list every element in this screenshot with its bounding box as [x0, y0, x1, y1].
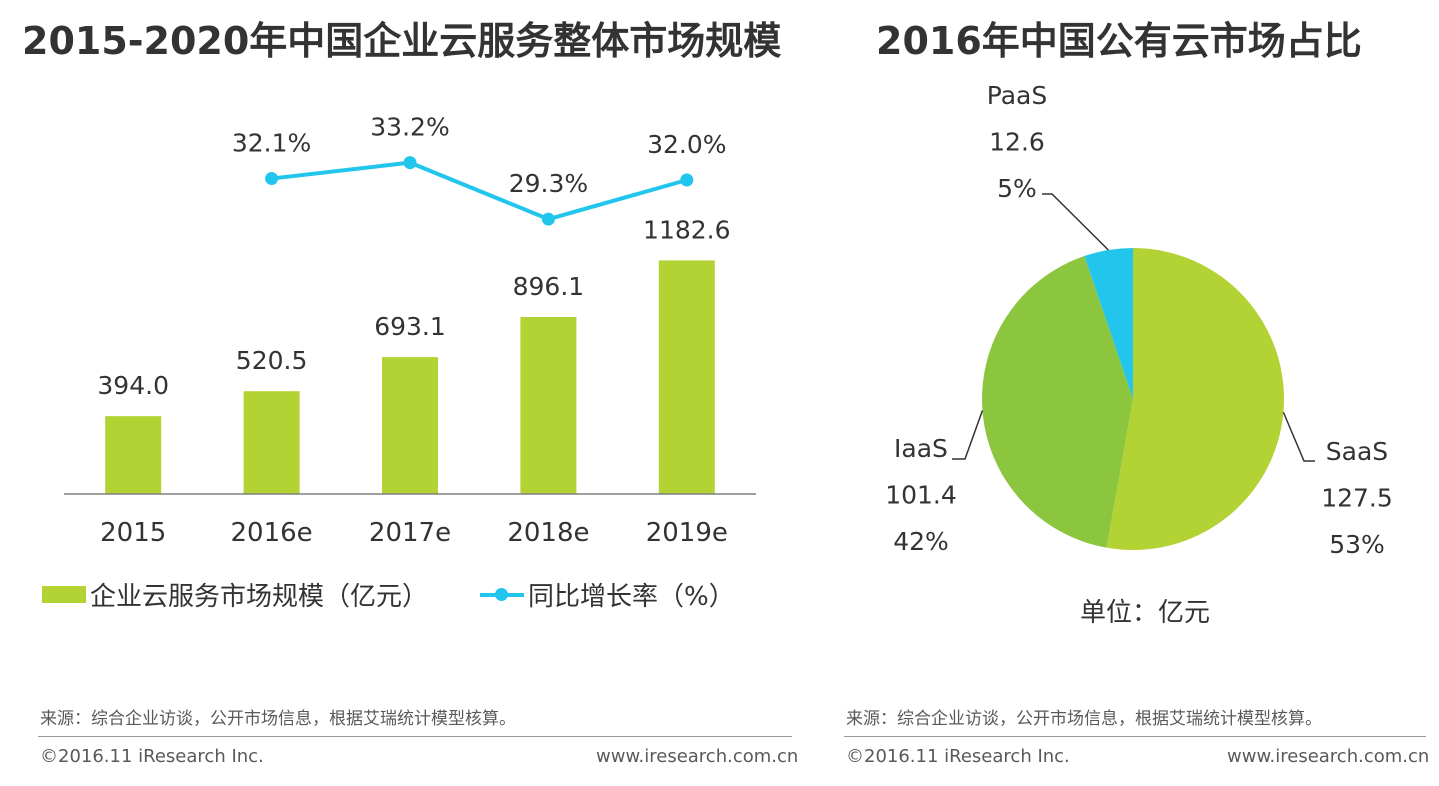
- bar-2015: [105, 416, 162, 494]
- growth-rate-point: [265, 172, 279, 186]
- x-tick-label: 2017e: [369, 518, 451, 548]
- x-tick-label: 2019e: [646, 518, 728, 548]
- legend-bar-swatch: [42, 586, 86, 603]
- x-tick-label: 2018e: [507, 518, 589, 548]
- growth-rate-label: 29.3%: [509, 169, 588, 198]
- pie-label-iaas: IaaS: [894, 434, 948, 463]
- bar-chart-title: 2015-2020年中国企业云服务整体市场规模: [22, 19, 782, 63]
- bar-2017e: [382, 357, 438, 494]
- growth-rate-point: [541, 212, 555, 226]
- bar-2018e: [520, 317, 577, 494]
- pie-label-saas: SaaS: [1326, 437, 1388, 466]
- pie-chart-title: 2016年中国公有云市场占比: [876, 19, 1362, 63]
- legend-line-item: 同比增长率（%）: [480, 576, 735, 613]
- left-copyright: ©2016.11 iResearch Inc.: [40, 746, 264, 767]
- bar-value-label: 394.0: [97, 371, 169, 400]
- legend-bar-label: 企业云服务市场规模（亿元）: [90, 582, 429, 612]
- right-copyright: ©2016.11 iResearch Inc.: [846, 746, 1070, 767]
- right-website-link[interactable]: www.iresearch.com.cn: [1227, 746, 1430, 767]
- pie-leader-line-iaas: [952, 410, 984, 460]
- legend-line-label: 同比增长率（%）: [528, 582, 735, 612]
- growth-rate-label: 32.0%: [647, 130, 726, 159]
- growth-rate-line: [271, 160, 688, 222]
- pie-slice-iaas: [982, 256, 1133, 548]
- bar-value-label: 896.1: [513, 272, 585, 301]
- bar-2019e: [658, 260, 715, 494]
- pie-leader-line-saas: [1282, 411, 1315, 462]
- right-footer-divider: [844, 736, 1426, 737]
- pie-slice-saas: [1106, 248, 1285, 550]
- pie-unit-label: 单位：亿元: [1080, 598, 1211, 628]
- pie-value-iaas: 101.4: [885, 481, 957, 510]
- pie-percent-iaas: 42%: [893, 527, 949, 556]
- x-tick-label: 2015: [100, 518, 166, 548]
- growth-rate-label: 32.1%: [232, 129, 311, 158]
- pie-value-paas: 12.6: [989, 128, 1045, 157]
- pie-chart: SaaS 127.5 53% IaaS 101.4 42% PaaS 12.6 5%: [885, 81, 1393, 559]
- left-source-note: 来源：综合企业访谈，公开市场信息，根据艾瑞统计模型核算。: [40, 709, 516, 729]
- right-source-note: 来源：综合企业访谈，公开市场信息，根据艾瑞统计模型核算。: [846, 709, 1322, 729]
- pie-slice-paas: [1084, 248, 1133, 399]
- x-tick-label: 2016e: [231, 518, 313, 548]
- bar-value-label: 693.1: [374, 312, 446, 341]
- pie-percent-saas: 53%: [1329, 530, 1385, 559]
- bar-value-label: 520.5: [236, 346, 308, 375]
- bar-2016e: [243, 391, 300, 494]
- growth-rate-point: [403, 156, 417, 170]
- left-footer-divider: [38, 736, 792, 737]
- legend-bar-item: 企业云服务市场规模（亿元）: [42, 576, 428, 613]
- bar-line-chart: 394.0 520.5 693.1 896.1 1182.6 2015 2016e 2017e…: [64, 113, 756, 548]
- left-website-link[interactable]: www.iresearch.com.cn: [596, 746, 799, 767]
- pie-label-paas: PaaS: [987, 81, 1047, 110]
- growth-rate-label: 33.2%: [370, 113, 449, 142]
- pie-percent-paas: 5%: [997, 174, 1037, 203]
- pie-value-saas: 127.5: [1321, 484, 1393, 513]
- bar-value-label: 1182.6: [643, 215, 730, 244]
- pie-leader-line-paas: [1042, 193, 1109, 251]
- legend-line-swatch: [480, 586, 524, 603]
- growth-rate-point: [680, 173, 694, 187]
